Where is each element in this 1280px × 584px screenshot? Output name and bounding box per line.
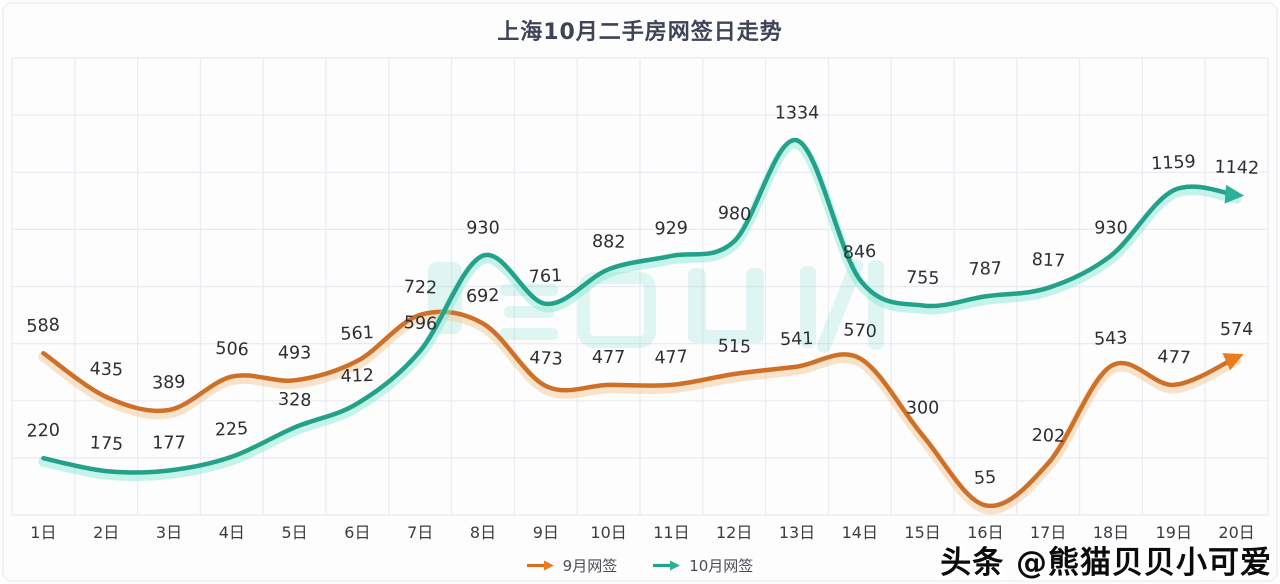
- data-label: 561: [340, 323, 374, 345]
- data-label: 412: [340, 366, 374, 387]
- data-label: 225: [214, 419, 248, 441]
- data-label: 477: [654, 347, 688, 369]
- x-axis-label: 16日: [967, 523, 1003, 542]
- data-label: 929: [654, 218, 688, 239]
- september-series-glow: [38, 310, 1242, 515]
- data-label: 473: [529, 348, 563, 370]
- data-label: 692: [466, 286, 500, 307]
- data-label: 930: [466, 219, 499, 239]
- data-label: 477: [1157, 347, 1191, 369]
- x-axis-label: 20日: [1218, 523, 1254, 542]
- data-label: 980: [717, 203, 751, 225]
- x-axis-label: 15日: [904, 523, 940, 542]
- x-axis-label: 9日: [533, 523, 559, 542]
- data-label: 1159: [1151, 152, 1197, 174]
- x-axis-label: 14日: [842, 523, 878, 542]
- legend-item-october[interactable]: 10月网签: [653, 555, 753, 576]
- data-label: 1142: [1214, 157, 1259, 179]
- x-axis-label: 7日: [407, 523, 433, 542]
- data-label: 596: [403, 313, 437, 335]
- october-series: [38, 138, 1245, 481]
- legend-item-label: 10月网签: [689, 556, 754, 575]
- x-axis-label: 18日: [1093, 523, 1129, 542]
- data-label: 493: [278, 343, 311, 363]
- x-axis-label: 2日: [93, 523, 119, 542]
- data-label: 846: [842, 242, 876, 264]
- data-label: 541: [780, 329, 814, 350]
- october-series-glow: [38, 138, 1242, 481]
- data-label: 574: [1220, 320, 1253, 340]
- x-axis-label: 8日: [470, 523, 496, 542]
- x-axis-label: 10日: [590, 523, 626, 542]
- data-label: 435: [89, 359, 123, 380]
- x-axis-label: 12日: [716, 523, 752, 542]
- data-label: 202: [1031, 426, 1065, 447]
- data-label: 55: [973, 468, 996, 489]
- data-label: 817: [1031, 250, 1065, 272]
- grid: [11, 57, 1269, 516]
- data-label: 755: [906, 268, 940, 289]
- data-label: 175: [89, 433, 123, 455]
- data-label: 477: [592, 348, 625, 368]
- data-label: 389: [152, 372, 186, 393]
- page-title: 上海10月二手房网签日走势: [497, 20, 783, 45]
- x-axis-label: 6日: [344, 523, 370, 542]
- data-label: 588: [26, 315, 60, 337]
- data-label: 543: [1094, 328, 1128, 349]
- data-label: 722: [403, 277, 437, 298]
- legend-arrow-icon: [653, 560, 681, 570]
- x-axis-label: 3日: [156, 523, 182, 542]
- data-label: 300: [906, 398, 939, 418]
- data-label: 787: [968, 259, 1002, 280]
- brand-watermark-icon: [428, 259, 884, 353]
- data-label: 515: [717, 336, 751, 357]
- data-label: 930: [1094, 219, 1127, 239]
- x-axis-label: 5日: [282, 523, 308, 542]
- x-axis-label: 1日: [30, 523, 56, 542]
- october-series-line: [41, 138, 1245, 475]
- data-label: 220: [26, 421, 60, 442]
- data-label: 570: [843, 320, 877, 342]
- legend-item-label: 9月网签: [562, 556, 618, 575]
- x-axis-label: 17日: [1030, 523, 1066, 542]
- footer-watermark: 头条 @熊猫贝贝小可爱: [940, 545, 1272, 581]
- legend-arrow-icon: [526, 560, 554, 570]
- x-axis-label: 19日: [1156, 523, 1192, 542]
- september-series-line: [41, 309, 1244, 509]
- x-axis-label: 4日: [219, 523, 245, 542]
- x-axis-label: 11日: [653, 523, 689, 542]
- x-axis-label: 13日: [779, 523, 815, 542]
- legend: 9月网签 10月网签: [0, 552, 1280, 578]
- data-label: 506: [215, 339, 249, 361]
- september-series: [38, 309, 1244, 515]
- data-label: 761: [528, 266, 562, 288]
- legend-item-september[interactable]: 9月网签: [526, 555, 618, 576]
- data-label: 177: [152, 434, 185, 454]
- data-label: 328: [278, 390, 312, 411]
- data-label: 1334: [775, 103, 820, 123]
- data-label: 882: [592, 232, 626, 253]
